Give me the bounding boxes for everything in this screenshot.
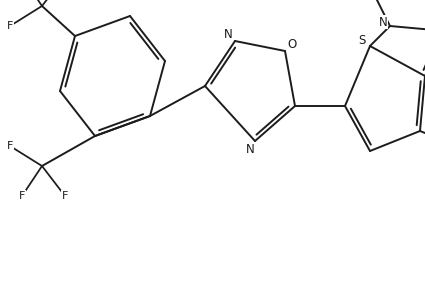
Text: F: F bbox=[7, 21, 13, 31]
Text: N: N bbox=[246, 142, 255, 155]
Text: O: O bbox=[287, 37, 297, 51]
Text: N: N bbox=[224, 28, 232, 40]
Text: N: N bbox=[379, 15, 387, 28]
Text: S: S bbox=[358, 33, 366, 46]
Text: F: F bbox=[62, 191, 68, 201]
Text: F: F bbox=[7, 141, 13, 151]
Text: F: F bbox=[19, 191, 25, 201]
